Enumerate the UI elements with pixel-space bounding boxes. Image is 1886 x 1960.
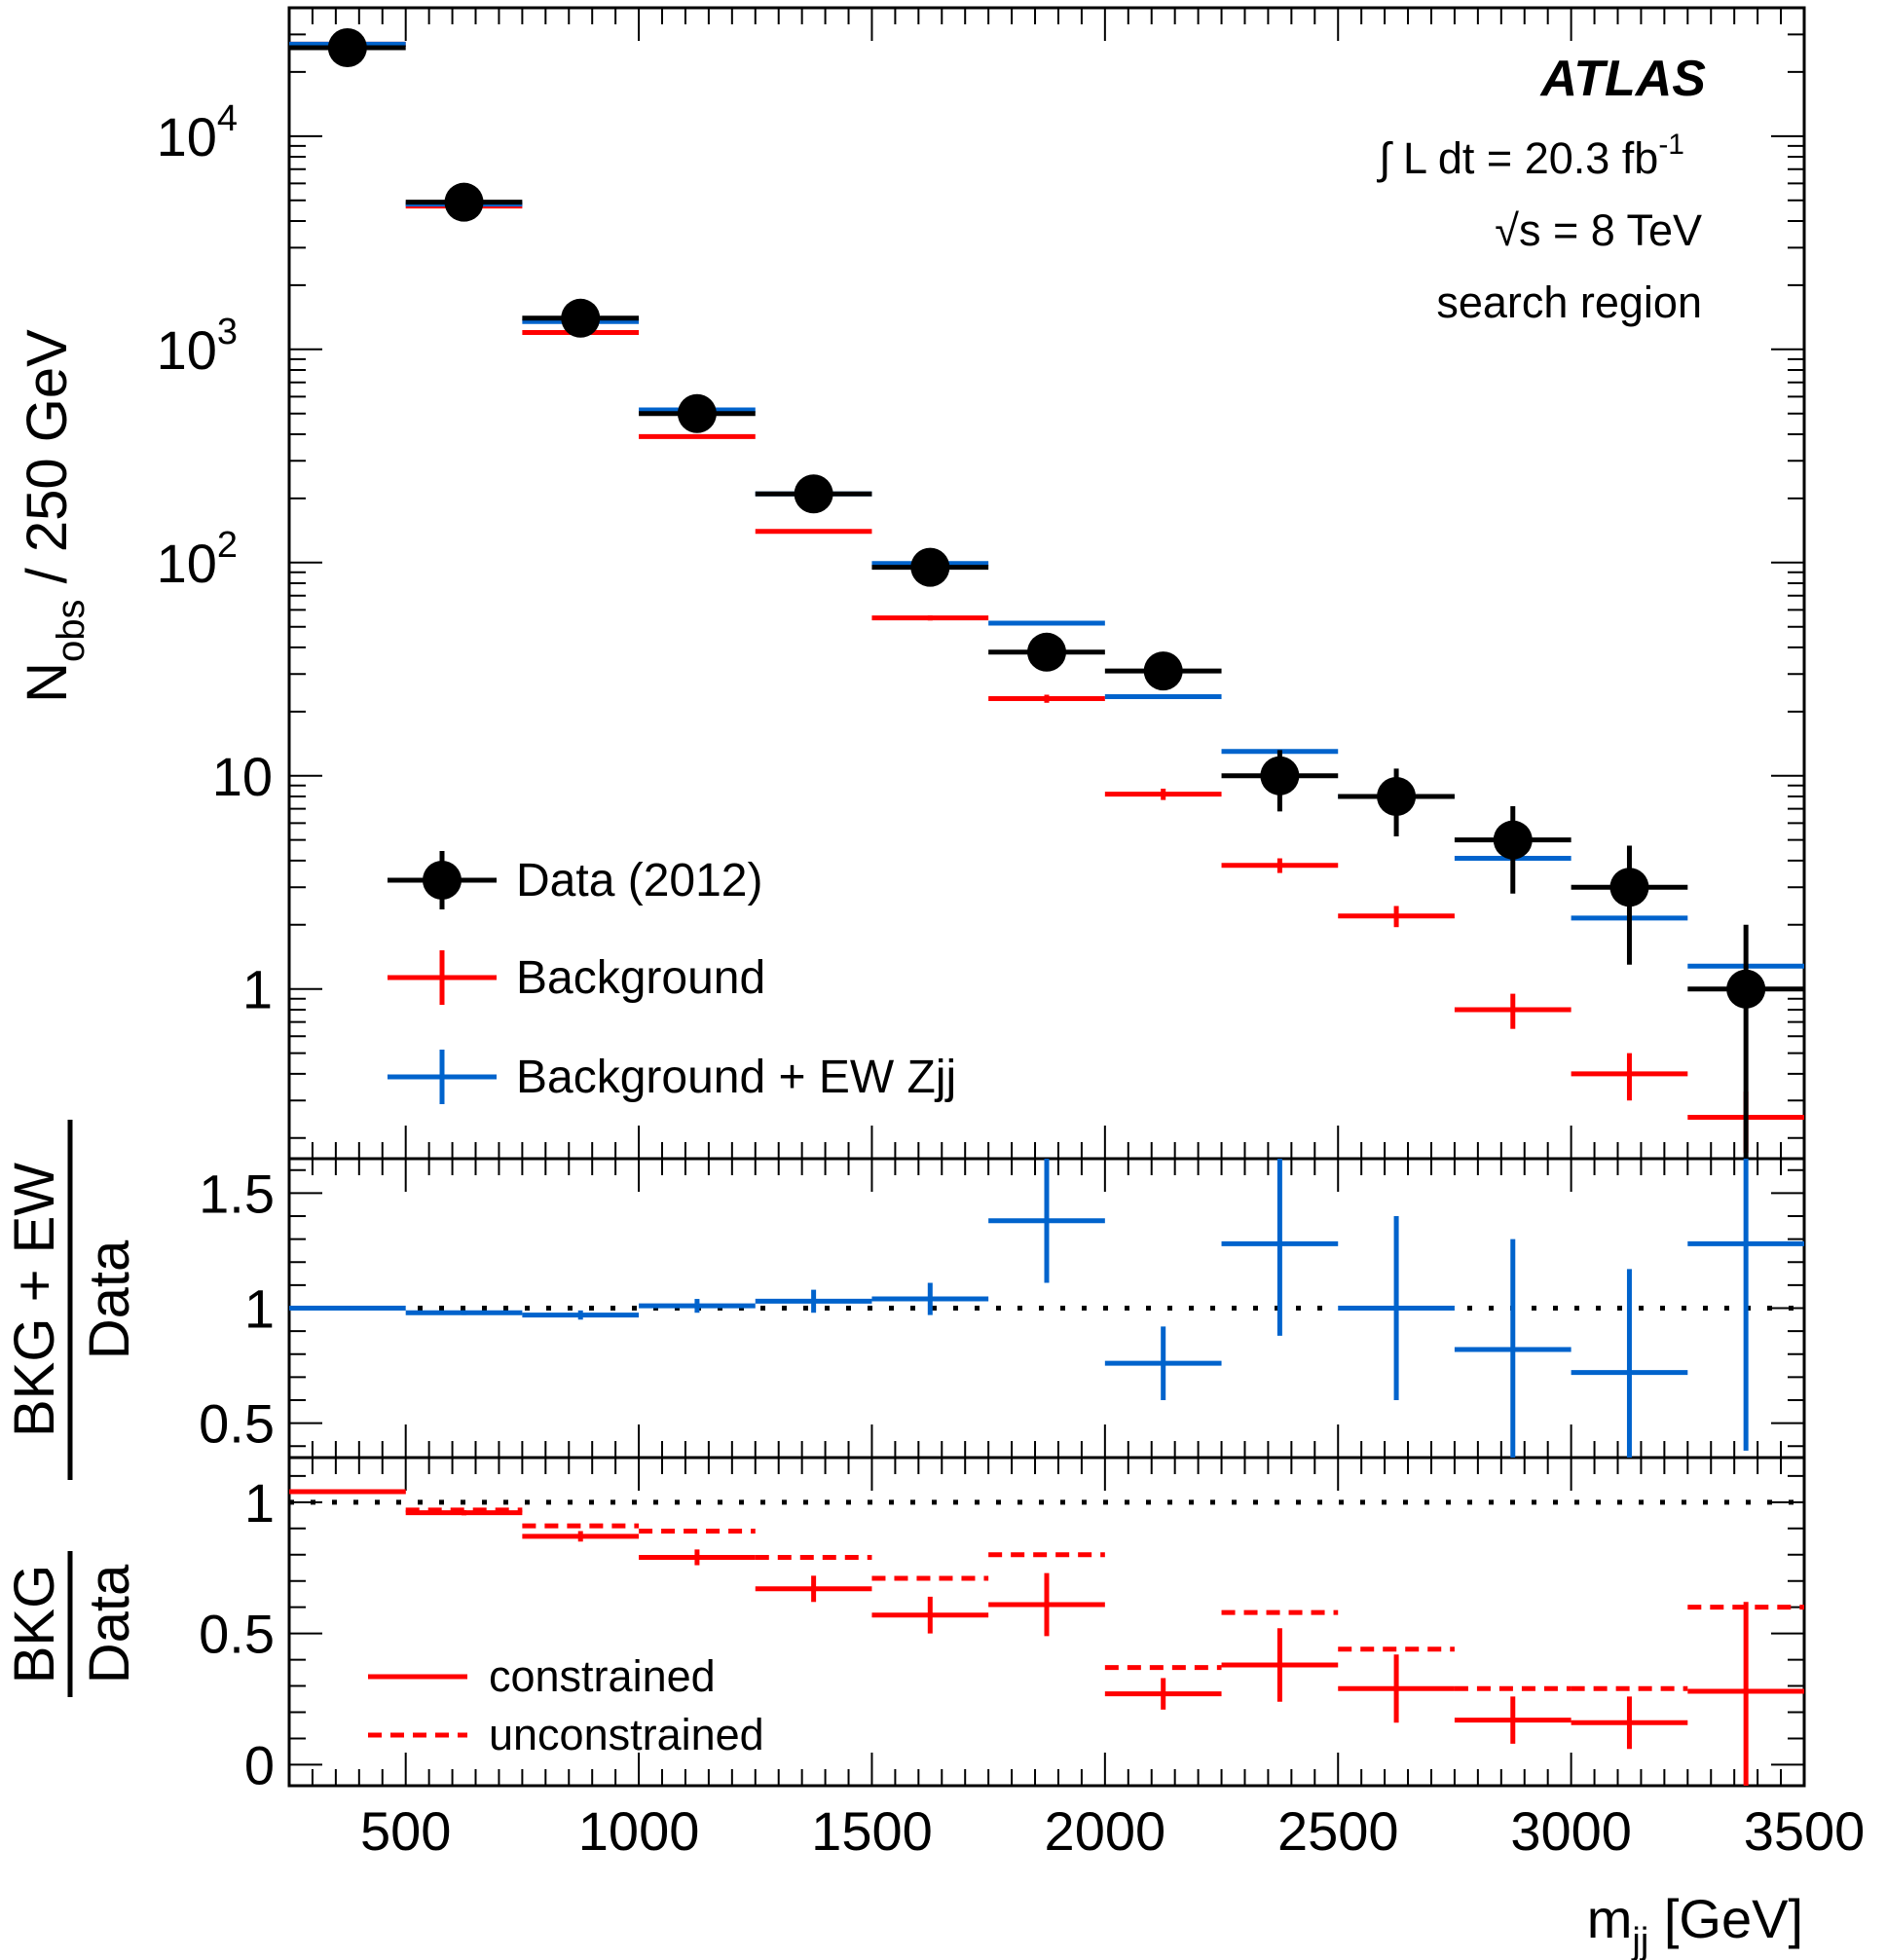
x-tick-label-1500: 1500 [811,1800,933,1862]
y-tick-label-ratio-bkg-0: 0 [244,1734,275,1795]
x-tick-label-3000: 3000 [1510,1800,1632,1862]
data-marks [289,27,1804,1786]
x-tick-label-3500: 3500 [1744,1800,1866,1862]
y-axis-title-main-var: N [16,662,79,703]
data-point-5 [910,547,950,587]
y-tick-label-ratio-ew-0.5: 0.5 [199,1393,275,1455]
y-tick-label-ratio-ew-1.5: 1.5 [199,1163,275,1224]
energy-label: √s = 8 TeV [1495,205,1702,255]
reference-lines [289,1306,1804,1505]
x-tick-label-2000: 2000 [1045,1800,1166,1862]
y-axis-title-ratio-ew: BKG + EW Data [3,1120,141,1480]
y-tick-label-main-100: 102 [157,525,238,594]
x-axis-title-var: m [1587,1888,1633,1949]
y-tick-label-ratio-bkg-1: 1 [244,1472,275,1534]
y-tick-label-main-exp-100: 2 [217,525,238,566]
region-label: search region [1436,277,1702,327]
y-tick-label-main-base-100: 10 [157,533,217,594]
data-point-1 [444,182,484,222]
data-point-6 [1027,632,1066,672]
data-point-10 [1493,820,1533,860]
y-tick-label-main-base-1000: 10 [157,319,217,381]
legend-bkg-ew-label: Background + EW Zjj [516,1052,956,1103]
y-tick-label-ratio-ew-1: 1 [244,1278,275,1340]
legend-ratio: constrained unconstrained [368,1651,764,1759]
data-point-9 [1377,776,1417,816]
y-axis-title-ratio-bkg-numerator: BKG [3,1565,66,1684]
legend-background-label: Background [516,952,765,1004]
x-tick-label-1000: 1000 [578,1800,700,1862]
y-axis-title-main-sub: obs [50,599,92,662]
y-axis-title-ratio-ew-denominator: Data [78,1239,141,1359]
y-axis-title-ratio-bkg-denominator: Data [78,1564,141,1683]
ratio-bkg-panel-frame [287,1456,1806,1788]
luminosity-label: ∫ L dt = 20.3 fb-1 [1376,129,1684,183]
data-point-12 [1726,969,1766,1009]
y-axis-title-ratio-bkg: BKG Data [3,1551,141,1697]
data-point-8 [1260,756,1300,795]
data-point-4 [794,474,833,514]
x-axis-title: mjj [GeV] [1587,1888,1803,1960]
y-tick-label-main-10: 10 [212,746,273,807]
legend-data-marker [423,861,462,900]
y-tick-label-main-1000: 103 [157,312,238,381]
luminosity-exponent: -1 [1658,129,1684,161]
luminosity-text: ∫ L dt = 20.3 fb [1376,133,1658,183]
x-axis-title-unit: [GeV] [1648,1888,1803,1949]
y-tick-label-main-exp-1000: 3 [217,312,238,352]
legend-constrained-label: constrained [489,1651,716,1701]
data-point-3 [677,393,717,433]
y-tick-label-main-1: 1 [242,959,273,1020]
legend-unconstrained-label: unconstrained [489,1710,764,1759]
y-tick-label-ratio-bkg-0.5: 0.5 [199,1604,275,1665]
atlas-label: ATLAS [1539,51,1707,107]
legend-data-label: Data (2012) [516,855,762,906]
atlas-annotation: ATLAS ∫ L dt = 20.3 fb-1 √s = 8 TeV sear… [1376,51,1706,327]
y-tick-label-main-10000: 104 [157,98,238,167]
y-axis-title-main: Nobs / 250 GeV [16,329,92,703]
y-axis-title-ratio-ew-numerator: BKG + EW [3,1163,66,1437]
data-point-2 [561,298,601,338]
x-tick-label-2500: 2500 [1277,1800,1399,1862]
x-tick-label-500: 500 [360,1800,451,1862]
axis-ticks [289,7,1804,1786]
x-axis-title-sub: jj [1631,1921,1648,1960]
data-point-0 [327,27,367,67]
legend-main: Data (2012) Background Background + EW Z… [388,851,956,1104]
data-point-7 [1143,651,1183,691]
data-point-11 [1609,868,1649,907]
y-tick-label-main-base-10000: 10 [157,106,217,167]
y-axis-title-main-rest: / 250 GeV [16,329,79,600]
y-tick-label-main-exp-10000: 4 [217,98,238,139]
